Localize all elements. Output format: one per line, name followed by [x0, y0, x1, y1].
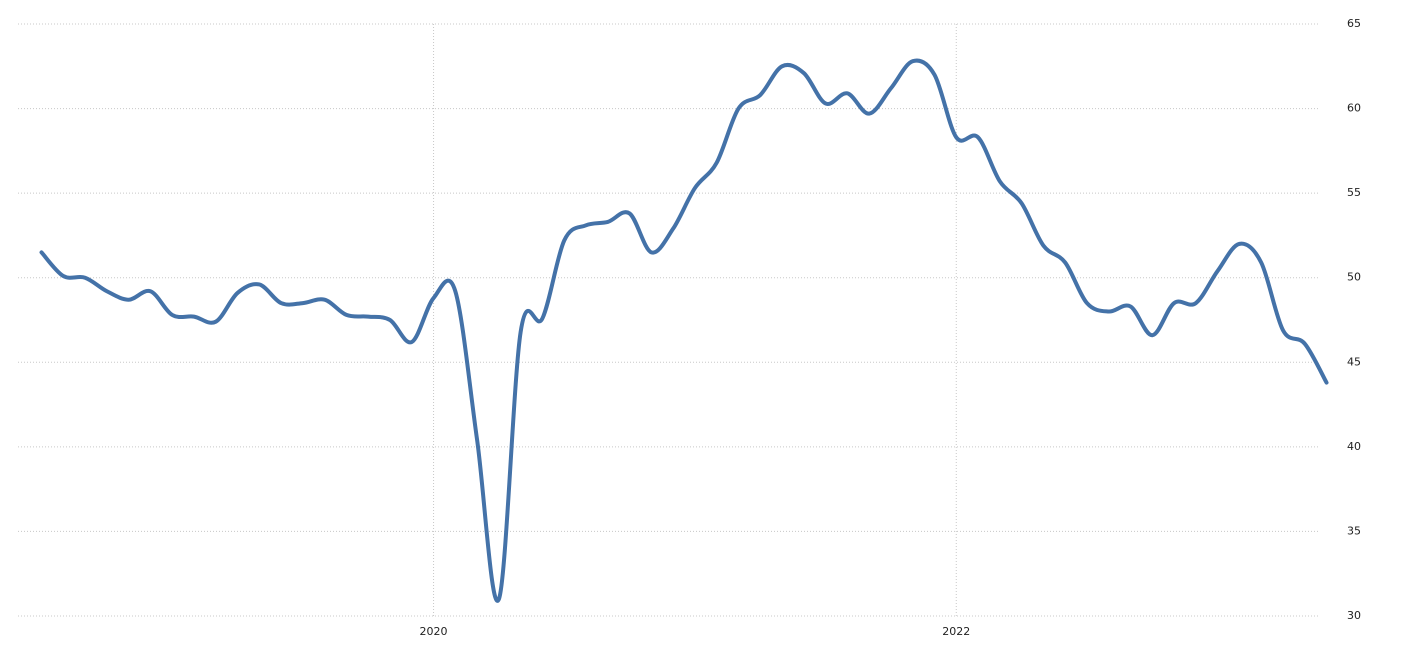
y-tick-label: 65 — [1347, 17, 1361, 30]
y-tick-label: 60 — [1347, 102, 1361, 115]
x-tick-label: 2020 — [420, 625, 448, 638]
y-tick-label: 35 — [1347, 524, 1361, 537]
y-tick-label: 45 — [1347, 355, 1361, 368]
x-tick-label: 2022 — [942, 625, 970, 638]
y-tick-label: 50 — [1347, 271, 1361, 284]
y-tick-label: 55 — [1347, 186, 1361, 199]
y-tick-label: 40 — [1347, 440, 1361, 453]
y-tick-label: 30 — [1347, 609, 1361, 622]
line-series — [39, 58, 1329, 603]
